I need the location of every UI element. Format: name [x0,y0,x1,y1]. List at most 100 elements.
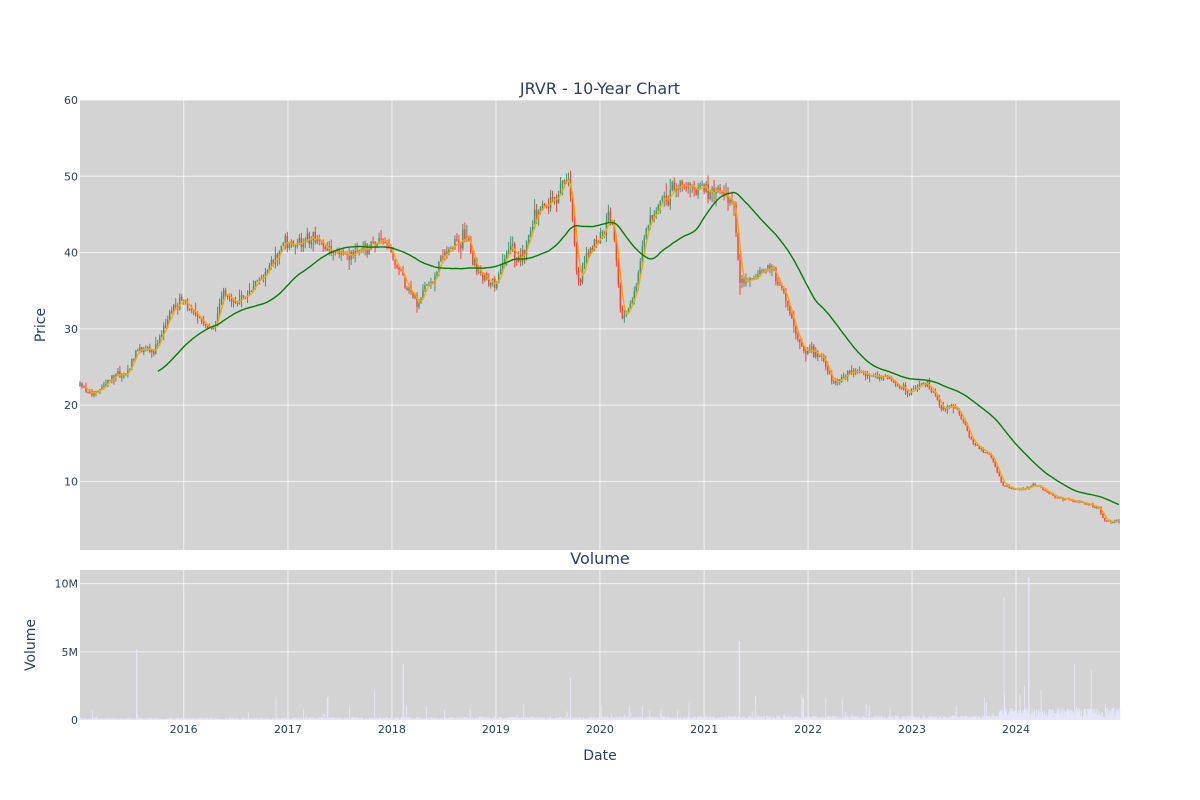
volume-bar [282,718,284,720]
volume-bar [715,718,717,720]
volume-bar [385,716,387,720]
volume-bar [187,719,189,720]
volume-bar [388,719,390,720]
volume-bar [772,717,774,720]
candle-body [795,325,797,335]
volume-bar [539,718,541,720]
volume-bar [386,717,387,720]
volume-bar [424,718,426,720]
volume-bar [587,717,589,720]
volume-bar [918,717,920,720]
volume-bar [292,718,294,720]
volume-bar [943,718,945,720]
volume-bar [1097,715,1098,720]
volume-bar [206,717,207,720]
volume-bar [803,698,804,720]
candle-body [497,274,500,283]
volume-bar [560,717,562,720]
volume-bar [1008,711,1010,720]
candle-body [743,278,745,284]
volume-bar [941,718,943,720]
volume-bar [927,718,929,720]
volume-bar [382,718,384,720]
volume-bar [1117,711,1119,720]
volume-bar [353,717,354,720]
volume-bar [183,717,185,720]
volume-bar [130,718,132,720]
volume-bar [912,718,914,720]
volume-bar [683,717,685,720]
volume-bar [893,717,895,720]
volume-bar [666,718,668,720]
volume-bar [800,718,802,720]
candle-body [216,313,219,325]
volume-bar [832,718,834,720]
volume-bar [1036,709,1037,720]
candle-body [137,350,139,352]
volume-bar [533,718,535,720]
volume-bar [857,716,859,720]
volume-bar [183,718,185,720]
volume-bar [930,716,932,720]
volume-bar [531,716,533,720]
volume-bar [449,718,451,720]
volume-bar [563,718,565,720]
x-tick-label: 2018 [378,723,406,736]
volume-bar [756,718,758,720]
volume-bar [204,719,206,720]
volume-bar [914,717,916,720]
volume-bar [717,716,718,720]
volume-bar [910,716,912,720]
volume-bar [577,718,579,720]
volume-bar [1030,713,1032,720]
volume-bar [82,719,84,720]
volume-bar [1056,714,1057,720]
volume-bar [1070,714,1072,720]
volume-bar [610,719,612,720]
volume-bar [578,719,579,720]
candle-body [595,239,598,241]
price-tick-label: 10 [64,475,78,488]
volume-bar [439,718,441,720]
volume-bar [885,718,887,720]
candle-body [842,376,845,378]
volume-bar [808,716,810,720]
candle-body [133,358,135,360]
volume-bar [451,716,453,720]
volume-bar [661,716,663,720]
volume-bar [876,718,877,720]
candle-body [555,197,558,204]
volume-bar [405,717,407,720]
volume-bar [896,715,898,720]
candle-body [958,409,961,415]
volume-bar [187,718,189,720]
volume-bar [647,717,649,720]
volume-bar [603,716,605,720]
volume-bar [762,717,763,720]
volume-bar [464,716,466,720]
volume-bar [892,715,894,720]
volume-bar [305,719,307,720]
candle-body [637,272,640,286]
candle-body [938,400,941,406]
volume-bar [546,718,548,720]
volume-bar [342,719,344,720]
volume-bar [932,715,934,720]
volume-bar [725,716,726,720]
candle-body [659,200,661,206]
volume-bar [150,717,152,720]
volume-bar [684,716,686,720]
candle-body [848,371,851,374]
volume-bar [1000,710,1002,720]
volume-bar [689,718,691,720]
volume-bar [590,718,591,720]
volume-bar [274,718,276,720]
volume-bar [791,717,793,720]
volume-bar [917,716,919,720]
volume-bar [858,716,860,720]
volume-bar [548,718,550,720]
volume-bar [146,718,148,720]
volume-bar [996,716,998,720]
volume-bar [271,719,273,720]
volume-bar [127,718,129,720]
